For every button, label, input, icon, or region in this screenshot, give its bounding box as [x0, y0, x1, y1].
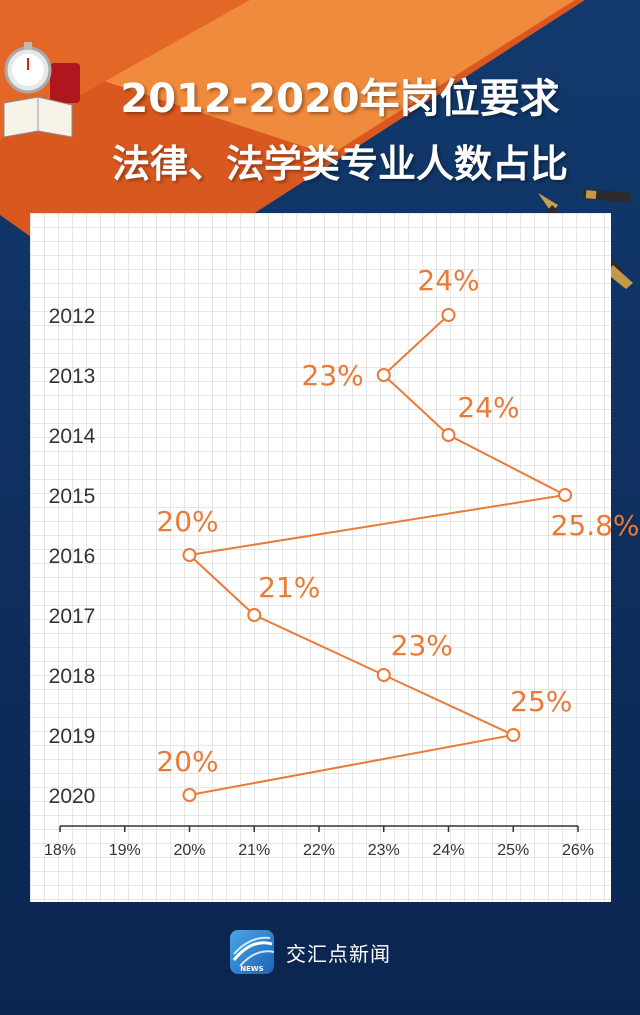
brand-name: 交汇点新闻: [286, 941, 391, 966]
data-label: 23%: [391, 629, 453, 662]
data-point: [506, 728, 521, 742]
data-label: 23%: [302, 359, 364, 392]
data-label: 20%: [156, 745, 218, 778]
x-tick-label: 21%: [238, 842, 270, 859]
data-point: [376, 668, 391, 682]
x-tick-label: 25%: [497, 842, 529, 859]
chart-title-line2: 法律、法学类专业人数占比: [111, 142, 568, 186]
data-point: [182, 548, 197, 562]
x-tick-label: 23%: [368, 842, 400, 859]
x-tick-label: 26%: [562, 842, 594, 859]
data-label: 24%: [417, 264, 479, 297]
data-point: [441, 428, 456, 442]
x-tick-label: 24%: [432, 842, 464, 859]
data-point: [558, 488, 573, 502]
chart-title-line1: 2012-2020年岗位要求: [120, 76, 560, 122]
data-label: 20%: [156, 505, 218, 538]
news-logo-icon: NEWS: [230, 930, 274, 974]
x-tick-label: 19%: [109, 842, 141, 859]
footer-brand: NEWS 交汇点新闻: [230, 930, 391, 974]
data-label: 21%: [258, 571, 320, 604]
y-category-label: 2019: [49, 725, 96, 748]
y-category-label: 2013: [49, 365, 96, 388]
data-point: [247, 608, 262, 622]
logo-text: NEWS: [240, 965, 263, 973]
y-category-label: 2016: [49, 545, 96, 568]
y-category-label: 2015: [49, 485, 96, 508]
data-point: [376, 368, 391, 382]
y-category-label: 2017: [49, 605, 96, 628]
x-tick-label: 22%: [303, 842, 335, 859]
x-tick-label: 20%: [173, 842, 205, 859]
y-category-label: 2020: [49, 785, 96, 808]
data-label: 25%: [510, 685, 572, 718]
y-category-label: 2018: [49, 665, 96, 688]
stopwatch-book-icon: [3, 42, 80, 138]
series-line: [187, 314, 569, 796]
data-point: [441, 308, 456, 322]
chart-panel: [30, 213, 611, 902]
data-label: 25.8%: [551, 509, 640, 542]
y-category-label: 2012: [49, 305, 96, 328]
data-point: [182, 788, 197, 802]
y-category-label: 2014: [49, 425, 96, 448]
x-tick-label: 18%: [44, 842, 76, 859]
data-label: 24%: [457, 391, 519, 424]
